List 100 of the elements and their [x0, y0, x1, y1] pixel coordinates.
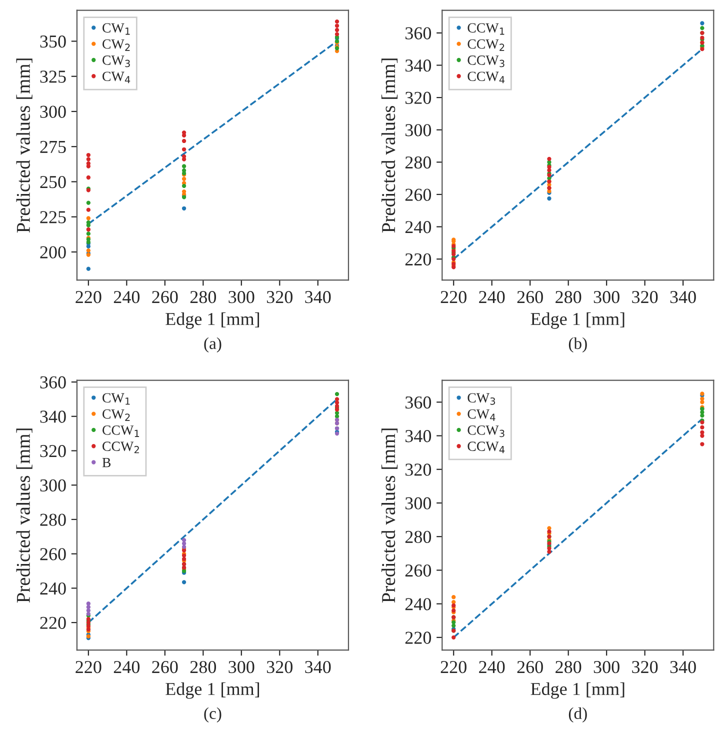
y-tick-label: 240 — [405, 598, 432, 610]
legend-label: CW$_{1}$ — [102, 393, 130, 405]
x-tick-label: 240 — [114, 660, 140, 674]
legend-label: CCW$_{1}$ — [102, 426, 140, 437]
y-tick-label: 320 — [40, 444, 66, 458]
legend-label: CCW$_{3}$ — [468, 56, 504, 68]
point — [86, 216, 91, 220]
x-tick-label: 220 — [440, 291, 466, 304]
point — [86, 266, 91, 271]
x-tick-label: 260 — [152, 660, 178, 674]
x-tick-label: 300 — [228, 660, 254, 674]
point — [700, 442, 704, 446]
y-tick-label: 260 — [405, 188, 432, 201]
x-tick-label: 320 — [632, 291, 658, 304]
x-tick-label: 300 — [594, 291, 620, 304]
point — [182, 138, 186, 144]
legend-label: CCW$_{2}$ — [102, 442, 139, 454]
y-tick-label: 360 — [405, 27, 432, 40]
point — [86, 208, 91, 212]
x-tick-label: 340 — [305, 291, 331, 304]
y-tick-label: 280 — [40, 514, 66, 526]
x-tick-label: 320 — [266, 660, 292, 674]
point — [86, 152, 91, 158]
point — [182, 184, 186, 188]
point — [86, 157, 91, 162]
point — [334, 28, 340, 32]
y-tick-label: 240 — [405, 221, 432, 234]
legend-label: CCW$_{4}$ — [468, 442, 505, 454]
y-axis-title: Predicted values [mm] — [381, 428, 398, 603]
legend-label: CW$_{2}$ — [102, 39, 130, 51]
point — [334, 392, 340, 396]
x-tick-label: 220 — [76, 660, 102, 674]
y-tick-label: 240 — [40, 582, 66, 595]
text: (d) — [568, 707, 587, 722]
legend-label: CW$_{4}$ — [468, 409, 496, 421]
point — [182, 538, 186, 542]
y-tick-label: 220 — [405, 632, 432, 644]
point — [700, 26, 704, 30]
legend-label: CW$_{1}$ — [102, 23, 130, 35]
point — [700, 21, 704, 26]
x-tick-label: 320 — [632, 660, 658, 674]
y-tick-label: 220 — [405, 253, 432, 266]
x-tick-label: 340 — [305, 660, 331, 674]
point — [182, 580, 186, 584]
x-tick-label: 300 — [594, 660, 620, 674]
point — [700, 396, 704, 401]
y-tick-label: 300 — [405, 497, 432, 510]
x-axis-title: Edge 1 [mm] — [166, 682, 260, 699]
x-tick-label: 260 — [517, 291, 543, 304]
y-tick-label: 320 — [405, 92, 432, 104]
y-tick-label: 350 — [40, 35, 66, 48]
x-tick-label: 260 — [517, 660, 543, 674]
x-tick-label: 240 — [479, 291, 505, 304]
legend-label: B — [102, 458, 111, 468]
x-axis-title: Edge 1 [mm] — [530, 312, 624, 329]
x-tick-label: 320 — [266, 291, 292, 304]
y-tick-label: 320 — [405, 464, 432, 476]
x-tick-label: 340 — [670, 660, 696, 674]
legend-label: CCW$_{4}$ — [468, 72, 505, 84]
legend-label: CW$_{2}$ — [102, 409, 130, 421]
y-tick-label: 275 — [40, 140, 66, 154]
point — [182, 176, 186, 181]
y-tick-label: 225 — [40, 211, 66, 224]
legend-label: CW$_{3}$ — [468, 393, 496, 405]
point — [86, 602, 91, 606]
legend-label: CCW$_{3}$ — [468, 426, 504, 438]
y-axis-title: Predicted values [mm] — [381, 58, 398, 233]
y-tick-label: 360 — [40, 376, 66, 388]
y-axis-title: Predicted values [mm] — [16, 428, 32, 603]
x-tick-label: 280 — [190, 291, 216, 304]
y-tick-label: 260 — [405, 564, 432, 577]
point — [334, 24, 340, 28]
point — [182, 164, 186, 168]
text: (a) — [204, 337, 222, 352]
x-axis-title: Edge 1 [mm] — [166, 312, 260, 329]
y-tick-label: 260 — [40, 548, 66, 560]
legend-label: CCW$_{2}$ — [468, 39, 504, 51]
y-tick-label: 250 — [40, 176, 66, 188]
x-axis-title: Edge 1 [mm] — [530, 682, 624, 699]
point — [86, 248, 91, 253]
point — [334, 397, 340, 402]
y-tick-label: 280 — [405, 156, 432, 169]
legend-label: CW$_{4}$ — [102, 72, 130, 84]
point — [182, 147, 186, 152]
y-tick-label: 300 — [40, 106, 66, 118]
x-tick-label: 240 — [479, 660, 505, 674]
y-tick-label: 360 — [405, 396, 432, 409]
y-tick-label: 300 — [40, 479, 66, 492]
point — [334, 32, 340, 36]
point — [86, 200, 91, 205]
y-tick-label: 340 — [405, 430, 432, 442]
legend-label: CCW$_{1}$ — [468, 23, 504, 35]
y-tick-label: 325 — [40, 70, 66, 83]
point — [452, 635, 456, 640]
point — [700, 425, 704, 430]
x-tick-label: 220 — [76, 291, 102, 304]
x-tick-label: 220 — [440, 660, 466, 674]
y-tick-label: 340 — [40, 410, 66, 423]
point — [334, 19, 340, 24]
y-tick-label: 280 — [405, 530, 432, 544]
